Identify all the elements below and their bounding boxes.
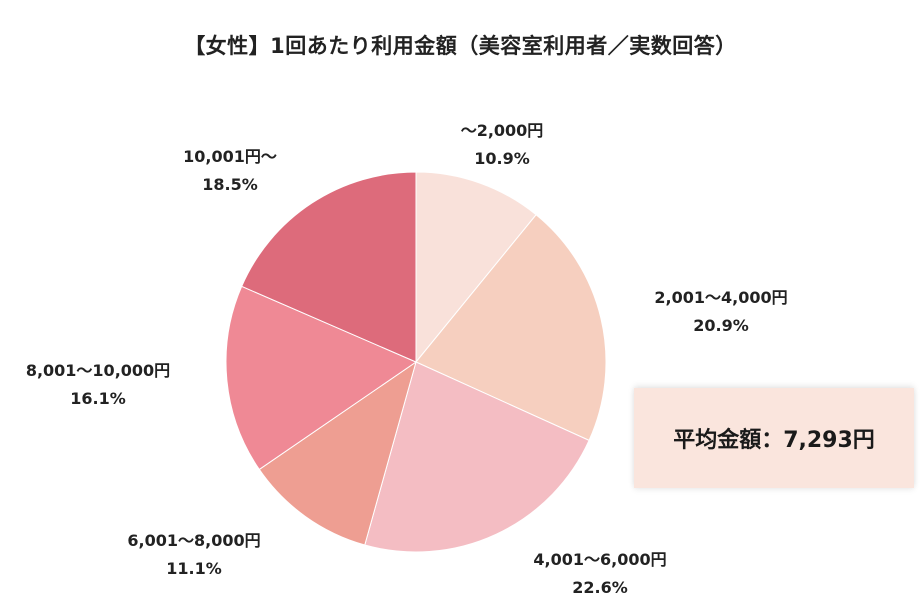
slice-label-3: 6,001～8,000円 11.1% bbox=[104, 527, 284, 583]
slice-category-label: 8,001～10,000円 bbox=[25, 361, 171, 380]
pie-slice-1 bbox=[415, 214, 607, 442]
average-amount-box: 平均金額：7,293円 bbox=[634, 388, 914, 488]
slice-percent-label: 11.1% bbox=[166, 559, 222, 578]
chart-title: 【女性】1回あたり利用金額（美容室利用者／実数回答） bbox=[184, 34, 737, 58]
slice-category-label: 4,001～6,000円 bbox=[533, 550, 667, 569]
slice-percent-label: 20.9% bbox=[693, 316, 749, 335]
slice-percent-label: 18.5% bbox=[202, 175, 258, 194]
slice-label-5: 10,001円～ 18.5% bbox=[150, 143, 310, 199]
slice-percent-label: 16.1% bbox=[70, 389, 126, 408]
slice-category-label: 10,001円～ bbox=[183, 147, 277, 166]
pie-slice-4 bbox=[225, 285, 418, 471]
slice-label-2: 4,001～6,000円 22.6% bbox=[510, 546, 690, 602]
slice-percent-label: 10.9% bbox=[474, 149, 530, 168]
slice-category-label: ～2,000円 bbox=[460, 121, 544, 140]
slice-label-4: 8,001～10,000円 16.1% bbox=[0, 357, 196, 413]
slice-category-label: 6,001～8,000円 bbox=[127, 531, 261, 550]
pie-slice-3 bbox=[258, 360, 417, 546]
slice-percent-label: 22.6% bbox=[572, 578, 628, 597]
slice-label-0: ～2,000円 10.9% bbox=[432, 117, 572, 173]
slice-category-label: 2,001～4,000円 bbox=[654, 288, 788, 307]
average-amount-text: 平均金額：7,293円 bbox=[673, 428, 875, 453]
pie-slice-5 bbox=[241, 171, 417, 363]
pie-slice-2 bbox=[364, 361, 590, 553]
pie-slice-0 bbox=[415, 171, 537, 364]
slice-label-1: 2,001～4,000円 20.9% bbox=[636, 284, 806, 340]
